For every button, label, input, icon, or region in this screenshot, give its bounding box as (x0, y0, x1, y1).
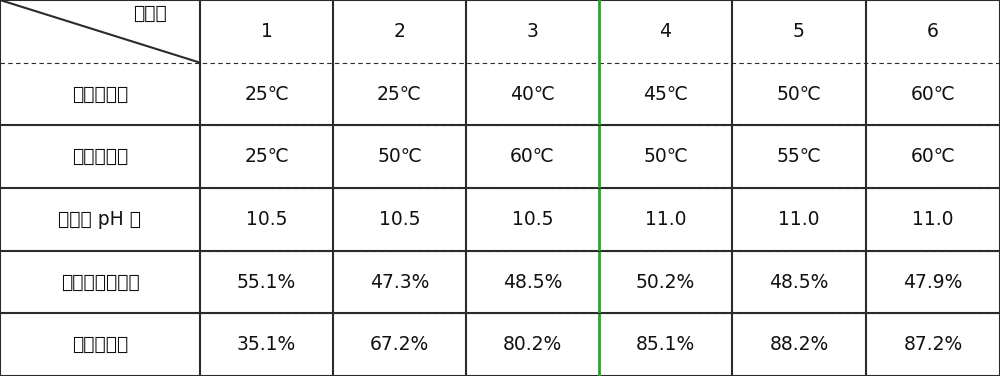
Text: 此步骤收率: 此步骤收率 (72, 335, 128, 354)
Text: 35.1%: 35.1% (237, 335, 296, 354)
Text: 55℃: 55℃ (777, 147, 821, 166)
Text: 47.9%: 47.9% (903, 273, 963, 291)
Text: 60℃: 60℃ (911, 147, 955, 166)
Text: 50℃: 50℃ (777, 85, 821, 103)
Text: 50℃: 50℃ (643, 147, 688, 166)
Text: 1: 1 (261, 22, 272, 41)
Text: 5: 5 (793, 22, 805, 41)
Text: 洗脱液 pH 值: 洗脱液 pH 值 (58, 210, 142, 229)
Text: 47.3%: 47.3% (370, 273, 429, 291)
Text: 25℃: 25℃ (244, 85, 289, 103)
Text: 洗脱液温度: 洗脱液温度 (72, 147, 128, 166)
Text: 10.5: 10.5 (512, 210, 553, 229)
Text: 11.0: 11.0 (778, 210, 820, 229)
Text: 85.1%: 85.1% (636, 335, 695, 354)
Text: 60℃: 60℃ (510, 147, 555, 166)
Text: 25℃: 25℃ (377, 85, 422, 103)
Text: 实验例: 实验例 (133, 4, 167, 23)
Text: 55.1%: 55.1% (237, 273, 296, 291)
Text: 11.0: 11.0 (645, 210, 686, 229)
Text: 25℃: 25℃ (244, 147, 289, 166)
Text: 2: 2 (394, 22, 405, 41)
Text: 此步骤样品纯度: 此步骤样品纯度 (61, 273, 139, 291)
Text: 45℃: 45℃ (643, 85, 688, 103)
Text: 67.2%: 67.2% (370, 335, 429, 354)
Text: 50.2%: 50.2% (636, 273, 695, 291)
Text: 48.5%: 48.5% (503, 273, 562, 291)
Text: 80.2%: 80.2% (503, 335, 562, 354)
Text: 60℃: 60℃ (911, 85, 955, 103)
Text: 10.5: 10.5 (379, 210, 420, 229)
Text: 6: 6 (927, 22, 939, 41)
Text: 48.5%: 48.5% (769, 273, 829, 291)
Text: 40℃: 40℃ (510, 85, 555, 103)
Text: 上样液温度: 上样液温度 (72, 85, 128, 103)
Text: 11.0: 11.0 (912, 210, 954, 229)
Text: 10.5: 10.5 (246, 210, 287, 229)
Text: 87.2%: 87.2% (903, 335, 963, 354)
Text: 4: 4 (660, 22, 672, 41)
Text: 88.2%: 88.2% (769, 335, 829, 354)
Text: 50℃: 50℃ (377, 147, 422, 166)
Text: 3: 3 (527, 22, 538, 41)
